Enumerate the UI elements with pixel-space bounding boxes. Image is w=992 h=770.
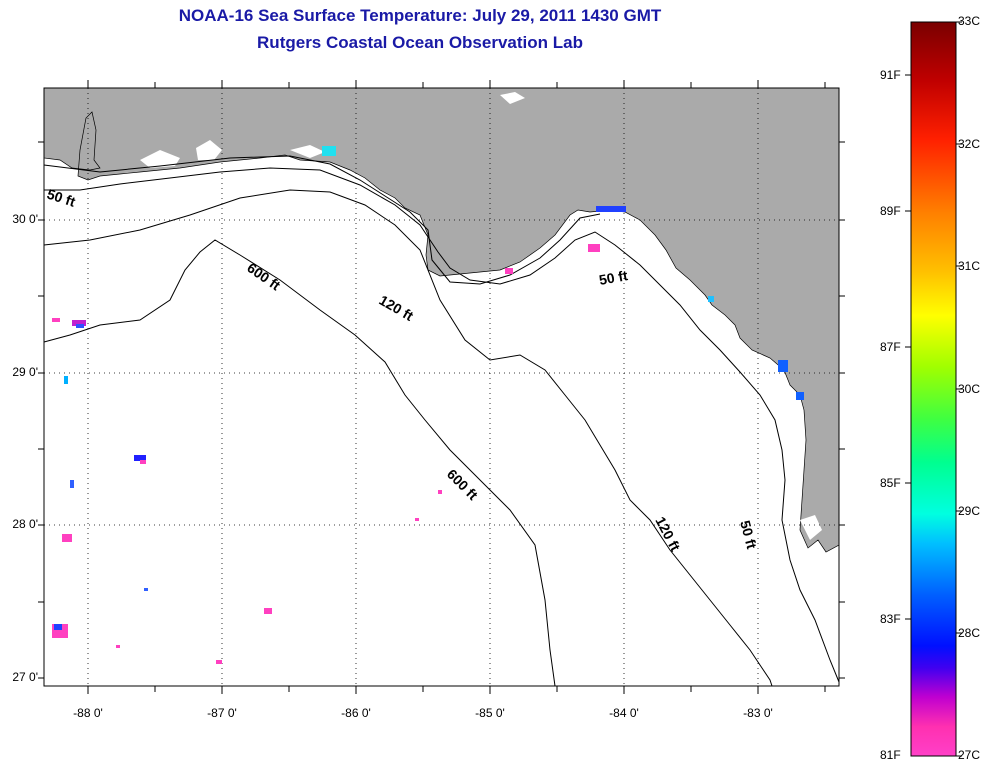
contour-600ft <box>43 239 556 687</box>
colorbar-c-label: 30C <box>958 382 981 396</box>
map-subtitle: Rutgers Coastal Ocean Observation Lab <box>257 33 583 52</box>
barrier-island-line <box>43 155 601 285</box>
latitude-label: 30 0' <box>12 212 38 226</box>
colorbar-c-label: 27C <box>958 748 981 762</box>
longitude-label: -87 0' <box>207 706 237 720</box>
latitude-label: 29 0' <box>12 365 38 379</box>
longitude-label: -88 0' <box>73 706 103 720</box>
sst-pixels <box>52 146 804 664</box>
colorbar-c-label: 32C <box>958 137 981 151</box>
colorbar <box>910 21 957 757</box>
colorbar-c-label: 28C <box>958 626 981 640</box>
contour-50ft <box>44 167 840 683</box>
longitude-label: -83 0' <box>743 706 773 720</box>
latitude-label: 28 0' <box>12 517 38 531</box>
colorbar-f-label: 87F <box>880 340 901 354</box>
bay-area <box>196 140 222 160</box>
colorbar-f-label: 83F <box>880 612 901 626</box>
map-frame <box>43 87 840 687</box>
longitude-label: -84 0' <box>609 706 639 720</box>
axis-ticks <box>38 80 845 694</box>
colorbar-c-label: 31C <box>958 259 981 273</box>
longitude-label: -85 0' <box>475 706 505 720</box>
colorbar-f-label: 85F <box>880 476 901 490</box>
colorbar-f-label: 81F <box>880 748 901 762</box>
colorbar-f-label: 91F <box>880 68 901 82</box>
colorbar-f-label: 89F <box>880 204 901 218</box>
bay-area <box>800 515 822 540</box>
colorbar-c-label: 33C <box>958 14 981 28</box>
colorbar-ticks <box>905 21 962 757</box>
contour-120ft <box>43 189 773 687</box>
bay-area <box>290 145 325 158</box>
longitude-label: -86 0' <box>341 706 371 720</box>
land-area <box>43 87 840 553</box>
latitude-label: 27 0' <box>12 670 38 684</box>
contour-label-50ft-east: 50 ft <box>598 267 629 288</box>
colorbar-c-label: 29C <box>958 504 981 518</box>
bay-area <box>140 150 180 168</box>
map-title: NOAA-16 Sea Surface Temperature: July 29… <box>178 6 662 25</box>
bay-area <box>500 92 525 104</box>
contour-label-50ft-south: 50 ft <box>737 519 760 551</box>
